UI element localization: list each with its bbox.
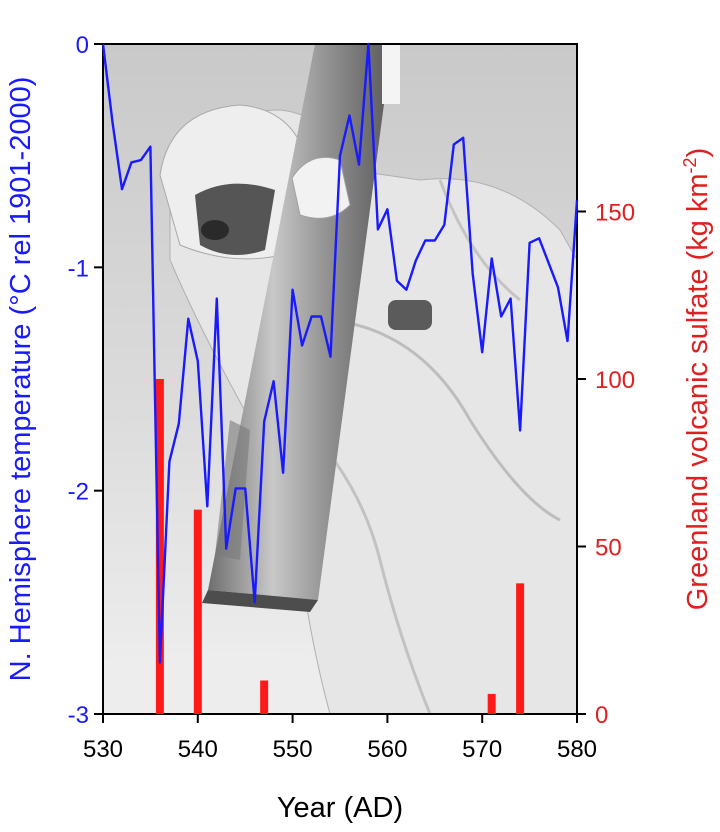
y-axis-left: 0 -1 -2 -3 [68, 32, 103, 729]
y-left-tick-label--1: -1 [68, 255, 89, 282]
y-axis-right-title: Greenland volcanic sulfate (kg km-2) [680, 148, 714, 611]
background-photo [103, 44, 578, 715]
y-left-tick-label--3: -3 [68, 702, 89, 729]
y-axis-right-title-sup: -2 [680, 157, 700, 173]
y-axis-right: 0 50 100 150 [577, 200, 635, 729]
y-right-tick-label-0: 0 [595, 702, 608, 729]
x-tick-label-540: 540 [178, 736, 218, 763]
sulfate-bar-540 [193, 509, 202, 714]
y-left-tick-label-0: 0 [76, 32, 89, 59]
y-axis-right-title-main: Greenland volcanic sulfate (kg km [682, 173, 714, 610]
y-right-tick-label-100: 100 [595, 367, 635, 394]
temperature-line [101, 42, 579, 664]
x-tick-label-560: 560 [367, 736, 407, 763]
temperature-series [101, 42, 579, 664]
y-left-tick-label--2: -2 [68, 479, 89, 506]
sulfate-bar-547 [260, 680, 269, 714]
x-tick-label-550: 550 [273, 736, 313, 763]
y-right-tick-label-150: 150 [595, 200, 635, 227]
sulfate-bar-574 [516, 583, 525, 714]
sulfate-bars [155, 379, 525, 714]
y-axis-left-title: N. Hemisphere temperature (°C rel 1901-2… [5, 77, 37, 682]
sulfate-bar-536 [155, 379, 164, 714]
x-axis-title: Year (AD) [277, 792, 403, 824]
x-tick-label-580: 580 [557, 736, 597, 763]
y-axis-right-title-end: ) [682, 148, 714, 158]
y-right-tick-label-50: 50 [595, 535, 622, 562]
sulfate-bar-571 [487, 693, 496, 714]
x-tick-label-530: 530 [83, 736, 123, 763]
x-tick-label-570: 570 [462, 736, 502, 763]
x-axis: 530 540 550 560 570 580 [83, 714, 597, 763]
